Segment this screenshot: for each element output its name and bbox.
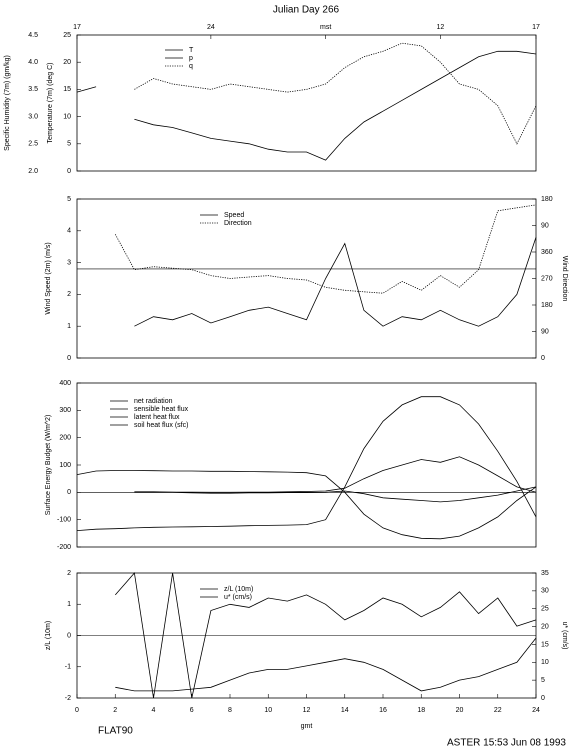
legend-label: u* (cm/s) bbox=[224, 594, 252, 601]
series-line bbox=[115, 637, 537, 692]
y-tick-label: 3 bbox=[67, 259, 71, 266]
y-tick-label: 1 bbox=[67, 601, 71, 608]
y2-tick-label: 3.0 bbox=[28, 113, 38, 120]
y2-tick-label: 10 bbox=[541, 659, 549, 666]
y2-tick-label: 35 bbox=[541, 570, 549, 577]
y2-tick-label: 90 bbox=[541, 328, 549, 335]
x-tick-label: 0 bbox=[75, 707, 79, 714]
y-tick-label: 200 bbox=[59, 435, 71, 442]
legend-label: sensible heat flux bbox=[134, 406, 189, 413]
series-line bbox=[134, 237, 537, 327]
y2-axis-label: Specific Humidity (7m) (gm/kg) bbox=[4, 55, 11, 151]
y-tick-label: 4 bbox=[67, 228, 71, 235]
y-tick-label: 25 bbox=[63, 32, 71, 39]
y2-tick-label: 4.0 bbox=[28, 59, 38, 66]
legend-label: p bbox=[189, 55, 193, 62]
legend-label: z/L (10m) bbox=[224, 586, 253, 593]
y2-tick-label: 20 bbox=[541, 623, 549, 630]
y-tick-label: 0 bbox=[67, 632, 71, 639]
y-tick-label: -100 bbox=[57, 517, 71, 524]
x2-tick-label: mst bbox=[320, 24, 331, 31]
y2-tick-label: 2.5 bbox=[28, 141, 38, 148]
legend-label: latent heat flux bbox=[134, 414, 180, 421]
legend-label: Speed bbox=[224, 212, 244, 219]
y2-tick-label: 3.5 bbox=[28, 86, 38, 93]
y2-axis-label: Wind Direction bbox=[561, 256, 568, 302]
series-line bbox=[76, 470, 537, 540]
series-line bbox=[76, 396, 537, 531]
series-line bbox=[134, 456, 537, 493]
footer-right: ASTER 15:53 Jun 08 1993 bbox=[447, 738, 566, 749]
legend-label: soil heat flux (sfc) bbox=[134, 422, 188, 429]
x-tick-label: 14 bbox=[341, 707, 349, 714]
x-tick-label: 2 bbox=[113, 707, 117, 714]
y-tick-label: -1 bbox=[65, 664, 71, 671]
y-tick-label: 2 bbox=[67, 291, 71, 298]
footer-left: FLAT90 bbox=[98, 726, 133, 737]
y2-tick-label: 30 bbox=[541, 588, 549, 595]
legend-label: T bbox=[189, 47, 194, 54]
x2-tick-label: 12 bbox=[436, 24, 444, 31]
x2-tick-label: 17 bbox=[73, 24, 81, 31]
x-tick-label: 4 bbox=[152, 707, 156, 714]
y-tick-label: 10 bbox=[63, 113, 71, 120]
y-tick-label: 100 bbox=[59, 462, 71, 469]
y-tick-label: 0 bbox=[67, 168, 71, 175]
series-line bbox=[134, 50, 537, 161]
y-tick-label: 2 bbox=[67, 570, 71, 577]
x-tick-label: 20 bbox=[456, 707, 464, 714]
y2-tick-label: 5 bbox=[541, 677, 545, 684]
y-axis-label: Wind Speed (2m) (m/s) bbox=[45, 242, 52, 314]
y-tick-label: -2 bbox=[65, 695, 71, 702]
series-line bbox=[114, 204, 537, 294]
y-tick-label: 5 bbox=[67, 141, 71, 148]
x-tick-label: 10 bbox=[264, 707, 272, 714]
y-tick-label: -200 bbox=[57, 544, 71, 551]
y-tick-label: 400 bbox=[59, 380, 71, 387]
x-tick-label: 6 bbox=[190, 707, 194, 714]
x-tick-label: 22 bbox=[494, 707, 502, 714]
x2-tick-label: 17 bbox=[532, 24, 540, 31]
series-line bbox=[114, 572, 537, 699]
x2-tick-label: 24 bbox=[207, 24, 215, 31]
y2-tick-label: 15 bbox=[541, 641, 549, 648]
y-tick-label: 15 bbox=[63, 86, 71, 93]
legend-label: q bbox=[189, 63, 193, 70]
x-axis-label: gmt bbox=[301, 723, 313, 730]
y2-tick-label: 180 bbox=[541, 302, 553, 309]
x-tick-label: 8 bbox=[228, 707, 232, 714]
y-tick-label: 20 bbox=[63, 59, 71, 66]
x-tick-label: 18 bbox=[417, 707, 425, 714]
plot-frame bbox=[76, 34, 537, 172]
y2-tick-label: 0 bbox=[541, 355, 545, 362]
y2-tick-label: 270 bbox=[541, 275, 553, 282]
plot-frame bbox=[76, 198, 537, 359]
x-tick-label: 24 bbox=[532, 707, 540, 714]
y2-axis-label: u* (cm/s) bbox=[561, 622, 568, 650]
legend-label: Direction bbox=[224, 220, 252, 227]
y2-tick-label: 90 bbox=[541, 222, 549, 229]
legend-label: net radiation bbox=[134, 398, 173, 405]
y2-tick-label: 4.5 bbox=[28, 32, 38, 39]
y2-tick-label: 0 bbox=[541, 695, 545, 702]
y2-tick-label: 360 bbox=[541, 249, 553, 256]
y2-tick-label: 180 bbox=[541, 196, 553, 203]
y-axis-label: z/L (10m) bbox=[45, 621, 52, 650]
series-line bbox=[134, 486, 537, 503]
y-tick-label: 1 bbox=[67, 323, 71, 330]
y2-tick-label: 25 bbox=[541, 606, 549, 613]
y-tick-label: 5 bbox=[67, 196, 71, 203]
y-axis-label: Surface Energy Budget (W/m^2) bbox=[45, 415, 52, 516]
y-tick-label: 0 bbox=[67, 355, 71, 362]
y2-tick-label: 2.0 bbox=[28, 168, 38, 175]
x-tick-label: 16 bbox=[379, 707, 387, 714]
y-tick-label: 0 bbox=[67, 489, 71, 496]
series-line bbox=[76, 86, 97, 93]
x-tick-label: 12 bbox=[303, 707, 311, 714]
y-axis-label: Temperature (7m) (deg C) bbox=[47, 63, 54, 144]
y-tick-label: 300 bbox=[59, 407, 71, 414]
chart-title: Julian Day 266 bbox=[273, 5, 340, 16]
